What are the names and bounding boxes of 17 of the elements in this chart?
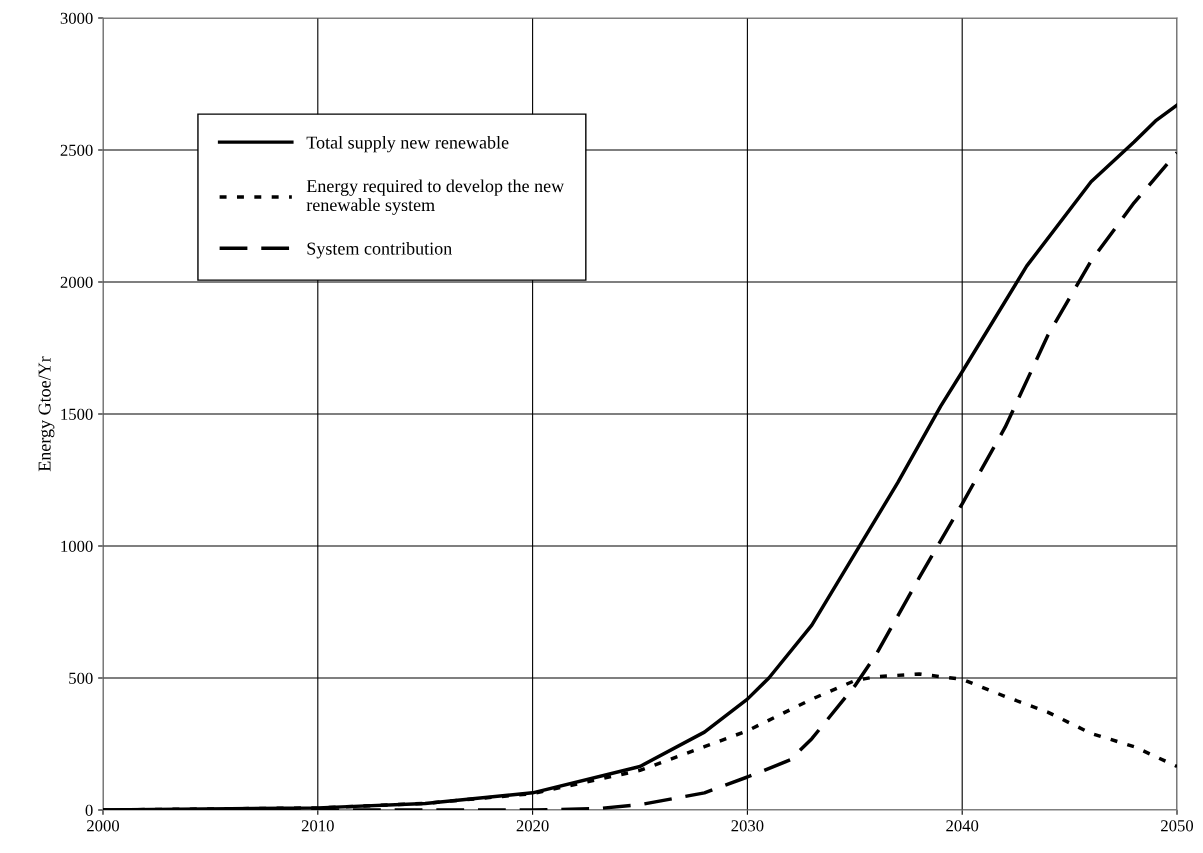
x-tick-label: 2000 (87, 820, 120, 832)
y-axis-title: Energy Gtoe/Yr (38, 356, 55, 472)
y-tick-label: 1500 (61, 408, 93, 420)
legend-label: Total supply new renewable (306, 135, 509, 153)
x-tick-label: 2010 (301, 820, 334, 832)
x-tick-label: 2040 (946, 820, 979, 832)
x-tick-label: 2020 (516, 820, 549, 832)
y-tick-label: 0 (85, 804, 93, 816)
x-tick-label: 2050 (1161, 820, 1194, 832)
y-tick-label: 2500 (60, 144, 93, 156)
x-tick-label: 2030 (731, 820, 764, 832)
y-tick-label: 3000 (60, 12, 93, 24)
legend-label: Energy required to develop the new renewable system (306, 179, 565, 215)
y-tick-label: 1000 (61, 540, 93, 552)
y-tick-label: 500 (69, 672, 93, 684)
legend-label: System contribution (307, 241, 452, 259)
y-tick-label: 2000 (60, 276, 93, 288)
